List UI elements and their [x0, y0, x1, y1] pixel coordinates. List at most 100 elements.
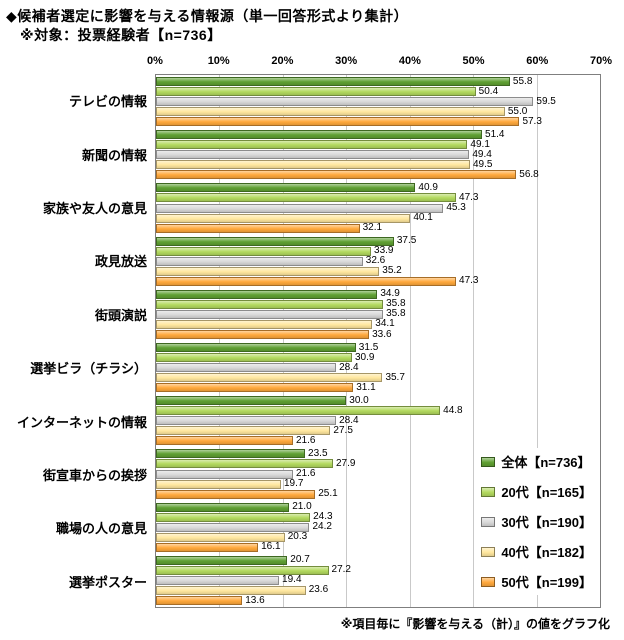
bar-group: 21.0 24.3 24.2 20.3 16.1	[156, 501, 600, 554]
bar-row: 35.7	[156, 372, 600, 383]
bar-row: 35.2	[156, 265, 600, 277]
bar-value-label: 40.9	[418, 181, 438, 193]
bar-value-label: 27.9	[335, 457, 356, 469]
bar	[156, 223, 360, 233]
x-tick-label: 60%	[526, 55, 549, 67]
bar-value-label: 30.9	[354, 351, 375, 363]
bar-value-label: 21.0	[292, 501, 312, 513]
bar-value-label: 45.3	[446, 202, 466, 213]
bar-value-label: 25.1	[318, 488, 338, 500]
bar	[156, 276, 457, 286]
legend-swatch	[481, 576, 496, 587]
bar-row: 34.1	[156, 318, 600, 330]
bar	[156, 416, 337, 426]
bar-row: 45.3	[156, 202, 600, 213]
bar-group: 34.9 35.8 35.8 34.1 33.6	[156, 288, 600, 341]
bar	[156, 512, 311, 522]
bar-value-label: 47.3	[459, 191, 479, 203]
bar-value-label: 49.4	[472, 148, 492, 160]
bar-group: 30.0 44.8 28.4 27.5 21.6	[156, 394, 600, 447]
bar-value-label: 28.4	[339, 414, 359, 426]
bar-value-label: 35.8	[386, 308, 406, 320]
bar-value-label: 16.1	[261, 541, 281, 553]
bar	[156, 266, 380, 276]
legend-label: 全体【n=736】	[501, 455, 591, 470]
gridline	[473, 75, 475, 607]
bar-value-label: 24.2	[312, 521, 332, 533]
bar-row: 57.3	[156, 116, 600, 127]
bar	[156, 406, 441, 416]
bar	[156, 565, 329, 575]
bar-row: 47.3	[156, 191, 600, 203]
bar-group: 23.5 27.9 21.6 19.7 25.1	[156, 447, 600, 500]
legend-swatch	[481, 546, 496, 557]
bar	[156, 353, 352, 363]
bar-row: 59.5	[156, 95, 600, 107]
bar-group: 40.9 47.3 45.3 40.1 32.1	[156, 181, 600, 234]
x-tick-label: 40%	[398, 55, 421, 67]
bar-row: 50.4	[156, 85, 600, 97]
bar-value-label: 59.5	[536, 95, 556, 107]
bar	[156, 130, 483, 140]
bar-row: 49.5	[156, 159, 600, 170]
bar-row: 13.6	[156, 594, 600, 606]
bar-value-label: 20.7	[290, 554, 310, 566]
category-axis: テレビの情報 新聞の情報 家族や友人の意見 政見放送 街頭演説 選挙ビラ（チラシ） インター…	[0, 74, 147, 608]
bar	[156, 319, 373, 329]
bar-group: 37.5 33.9 32.6 35.2 47.3	[156, 235, 600, 288]
bar-row: 24.3	[156, 511, 600, 523]
bar-value-label: 35.8	[386, 298, 406, 310]
bar	[156, 373, 383, 383]
category-label: 選挙ビラ（チラシ）	[30, 361, 147, 377]
bar-value-label: 23.5	[308, 447, 328, 459]
bar-row: 19.4	[156, 575, 600, 585]
bar-value-label: 19.7	[283, 478, 304, 490]
gridline	[536, 75, 538, 607]
footnote: ※項目毎に『影響を与える（計）』の値をグラフ化	[340, 617, 610, 631]
bar	[156, 585, 306, 595]
bar	[156, 117, 520, 127]
bar-row: 32.1	[156, 223, 600, 233]
bar	[156, 575, 280, 585]
legend-label: 50代【n=199】	[501, 575, 592, 590]
x-tick-label: 20%	[271, 55, 294, 67]
bar	[156, 502, 290, 512]
category-label: 街宣車からの挨拶	[42, 468, 147, 484]
bar-value-label: 55.8	[512, 75, 533, 87]
bar-value-label: 33.9	[374, 245, 394, 257]
bar	[156, 596, 243, 606]
bar-groups: 55.8 50.4 59.5 55.0 57.3 51.4 49.1 49.4 49.5 56.8…	[156, 75, 600, 607]
bar-value-label: 34.9	[380, 288, 400, 300]
bar-row: 21.6	[156, 435, 600, 446]
bar-value-label: 35.2	[382, 265, 402, 277]
x-tick-label: 10%	[207, 55, 230, 67]
bar-value-label: 34.1	[375, 318, 395, 330]
bar-row: 56.8	[156, 169, 600, 180]
bar-row: 40.9	[156, 181, 600, 193]
x-tick-label: 0%	[147, 55, 163, 67]
category-label: 選挙ポスター	[68, 574, 147, 590]
category-label: 新聞の情報	[81, 147, 147, 163]
gridline	[346, 75, 348, 607]
bar	[156, 479, 281, 489]
bar-value-label: 32.6	[365, 255, 386, 267]
bar	[156, 469, 293, 479]
bar-row: 25.1	[156, 488, 600, 500]
bar-value-label: 47.3	[459, 275, 479, 287]
bar	[156, 449, 306, 459]
bar-value-label: 24.3	[313, 511, 333, 523]
bar-row: 47.3	[156, 275, 600, 287]
chart-title: ◆候補者選定に影響を与える情報源（単一回答形式より集計）	[6, 8, 409, 24]
bar	[156, 555, 288, 565]
bar-value-label: 50.4	[478, 85, 499, 97]
bar-row: 51.4	[156, 129, 600, 140]
x-axis: 0% 10% 20% 30% 40% 50% 60% 70%	[147, 55, 612, 70]
category-label: インターネットの情報	[16, 414, 147, 430]
bar	[156, 436, 293, 446]
bar-row: 16.1	[156, 541, 600, 553]
bar-row: 44.8	[156, 405, 600, 416]
bar-value-label: 13.6	[245, 594, 265, 606]
bar-row: 37.5	[156, 236, 600, 246]
gridline	[282, 75, 284, 607]
bar	[156, 170, 517, 180]
